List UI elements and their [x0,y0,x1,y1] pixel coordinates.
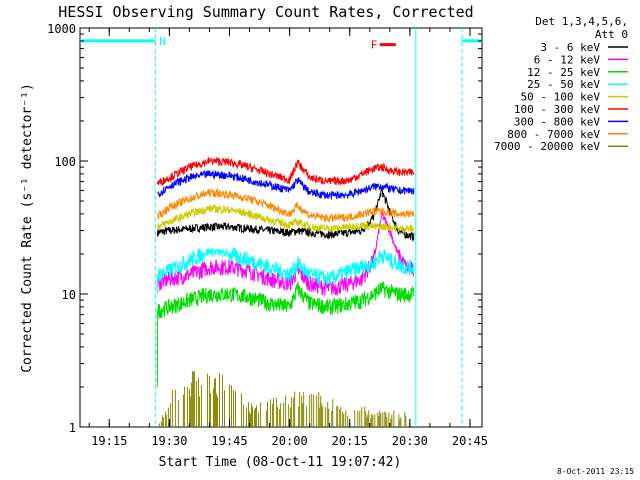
series-3-6-kev [156,187,415,242]
series-25-50-kev [156,246,415,294]
x-tick-label: 20:00 [272,434,308,448]
legend-label-25-50-kev: 25 - 50 keV [527,78,600,91]
night-label: N [159,35,166,48]
x-tick-label: 19:45 [211,434,247,448]
plot-frame [79,27,483,428]
x-tick-label: 19:15 [91,434,127,448]
y-tick-label: 100 [54,155,76,169]
legend-label-7000-20000-kev: 7000 - 20000 keV [494,140,600,153]
x-axis-label: Start Time (08-Oct-11 19:07:42) [159,455,402,470]
flare-label: F [371,39,378,52]
series-layer [156,156,415,427]
x-tick-label: 19:30 [151,434,187,448]
x-tick-label: 20:30 [392,434,428,448]
legend-label-100-300-kev: 100 - 300 keV [514,103,600,116]
legend-label-800-7000-kev: 800 - 7000 keV [507,128,600,141]
legend-label-12-25-kev: 12 - 25 keV [527,66,600,79]
series-50-100-kev [156,203,415,233]
y-tick-label: 1 [69,421,76,435]
y-tick-label: 10 [62,288,76,302]
series-100-300-kev [156,156,415,187]
y-axis-label: Corrected Count Rate (s⁻¹ detector⁻¹) [20,83,35,373]
x-tick-label: 20:45 [452,434,488,448]
legend-label-300-800-kev: 300 - 800 keV [514,115,600,128]
legend-header-line-1: Det 1,3,4,5,6, [535,15,628,28]
series-800-7000-kev [157,187,415,223]
series-7000-20000-kev [158,371,407,427]
x-tick-label: 20:15 [332,434,368,448]
series-300-800-kev [157,169,415,200]
legend-label-6-12-kev: 6 - 12 keV [534,53,601,66]
legend-header-line-2: Att 0 [595,28,628,41]
x-axis-ticks: 19:15 19:30 19:45 20:00 20:15 20:30 20:45 [88,28,488,448]
y-axis-ticks: 1 10 100 1000 [47,22,482,435]
y-tick-label: 1000 [47,22,76,36]
legend-label-3-6-kev: 3 - 6 keV [540,41,600,54]
footer-timestamp: 8-Oct-2011 23:15 [557,467,634,476]
chart-title: HESSI Observing Summary Count Rates, Cor… [58,3,473,21]
series-12-25-kev [156,280,415,387]
legend-label-50-100-kev: 50 - 100 keV [521,91,601,104]
